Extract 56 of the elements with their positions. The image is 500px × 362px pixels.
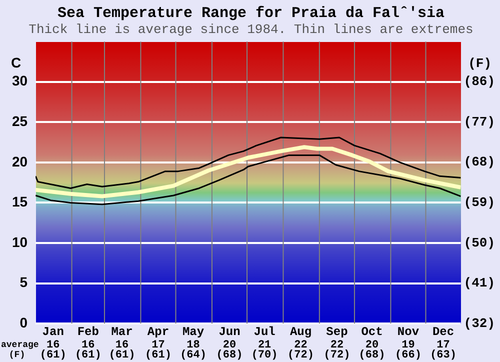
x-tick-label: Dec — [432, 324, 454, 339]
y2-tick-label: (77) — [464, 114, 496, 130]
x-tick-label: Aug — [290, 324, 312, 339]
text: (68) — [358, 349, 386, 362]
y2-tick-label: (86) — [464, 74, 496, 90]
y2-tick-label: (59) — [464, 195, 496, 210]
y2-axis-title: (F) — [468, 56, 492, 71]
x-tick-label: Jul — [254, 324, 276, 339]
text: (72) — [288, 349, 314, 362]
text: 20 — [365, 339, 379, 352]
text: 17 — [152, 339, 165, 352]
chart-subtitle: Thick line is average since 1984. Thin lines are extremes — [28, 22, 474, 38]
y-tick-label: 10 — [12, 234, 28, 250]
text: 16 — [82, 339, 95, 352]
text: (61) — [108, 349, 136, 362]
x-tick-label: Nov — [397, 324, 420, 339]
x-tick-label: Sep — [326, 324, 348, 339]
y-tick-label: 20 — [12, 153, 28, 170]
y-axis-title: C — [10, 54, 22, 70]
chart-title: Sea Temperature Range for Praia da Falˆ'sia — [57, 4, 445, 22]
x-tick-label: Jan — [42, 324, 64, 339]
text: (64) — [180, 349, 206, 362]
text: (72) — [324, 349, 350, 362]
text: (61) — [74, 349, 102, 362]
text: 16 — [115, 339, 129, 352]
text: 22 — [294, 339, 308, 352]
text: 16 — [46, 339, 60, 352]
x-tick-label: Feb — [77, 324, 99, 339]
y2-tick-label: (32) — [464, 316, 496, 331]
y-tick-label: 30 — [12, 72, 28, 89]
y-tick-label: 25 — [12, 113, 28, 130]
text: (68) — [216, 349, 243, 362]
text: 18 — [186, 339, 200, 352]
text: 17 — [436, 339, 450, 352]
text: average — [1, 340, 39, 350]
y-tick-label: 5 — [20, 274, 28, 290]
y2-tick-label: (41) — [464, 276, 496, 291]
text: (63) — [430, 349, 456, 362]
text: (66) — [395, 349, 422, 362]
text: (F) — [8, 350, 26, 360]
text: 22 — [330, 339, 344, 352]
text: (61) — [40, 349, 66, 362]
x-tick-label: Jun — [218, 324, 240, 339]
x-tick-label: Oct — [361, 324, 383, 339]
text: 19 — [402, 339, 415, 352]
text: 21 — [258, 339, 272, 352]
text: (70) — [251, 349, 278, 362]
y-tick-label: 15 — [12, 194, 28, 210]
text: 20 — [222, 339, 236, 352]
y-tick-label: 0 — [20, 314, 28, 330]
x-tick-label: Mar — [111, 324, 133, 339]
x-tick-label: May — [182, 324, 204, 339]
text: (61) — [145, 349, 172, 362]
y2-tick-label: (50) — [464, 235, 496, 250]
y2-tick-label: (68) — [464, 154, 496, 170]
x-tick-label: Apr — [147, 324, 170, 339]
